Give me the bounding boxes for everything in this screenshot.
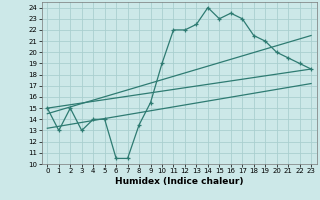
X-axis label: Humidex (Indice chaleur): Humidex (Indice chaleur) — [115, 177, 244, 186]
